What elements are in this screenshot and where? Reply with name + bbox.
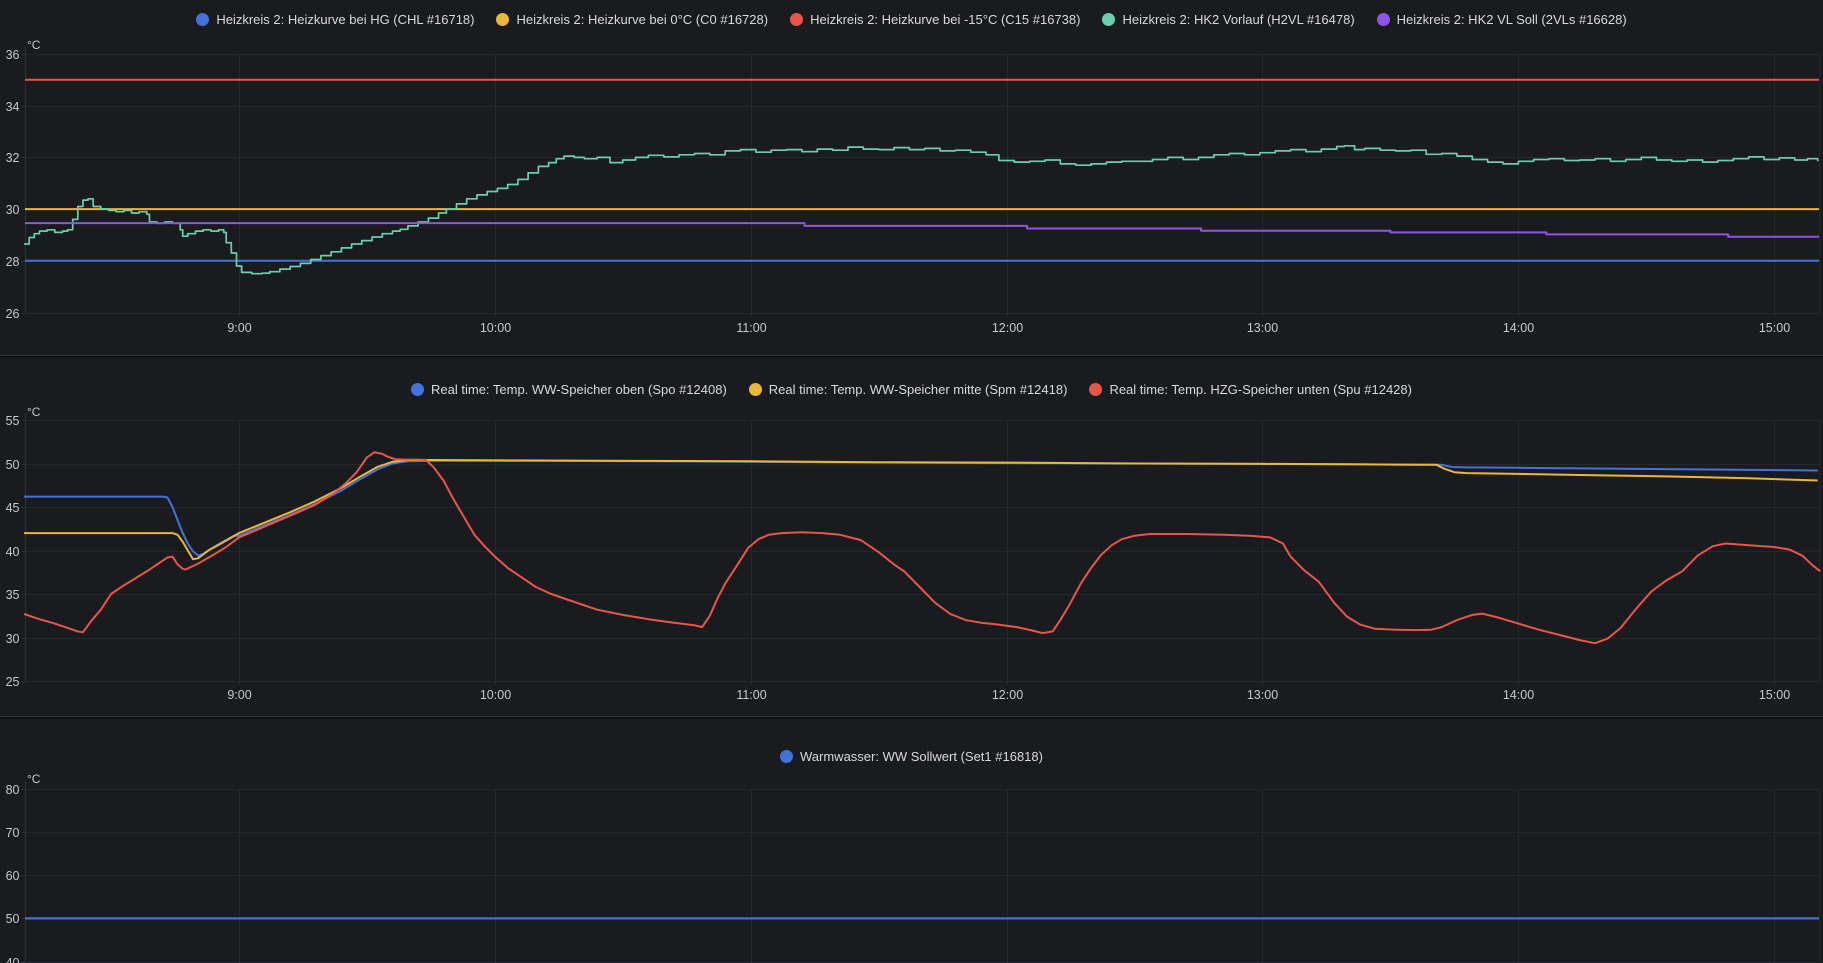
legend-label: Heizkreis 2: HK2 Vorlauf (H2VL #16478) <box>1122 12 1355 27</box>
series-line <box>25 222 1819 238</box>
legend-label: Real time: Temp. WW-Speicher mitte (Spm … <box>768 382 1068 397</box>
gridlines <box>21 413 1820 685</box>
legend-item[interactable]: Heizkreis 2: Heizkurve bei 0°C (C0 #1672… <box>496 12 768 27</box>
legend-item[interactable]: Heizkreis 2: Heizkurve bei -15°C (C15 #1… <box>790 12 1080 27</box>
legend-item[interactable]: Real time: Temp. WW-Speicher oben (Spo #… <box>411 382 727 397</box>
y-tick-label: 50 <box>6 458 20 472</box>
y-tick-label: 55 <box>6 414 20 428</box>
legend-color-dot <box>1376 13 1390 26</box>
x-tick-label: 11:00 <box>736 321 766 335</box>
y-tick-label: 40 <box>6 545 20 559</box>
x-tick-label: 14:00 <box>1503 688 1534 702</box>
chart-heizkreis-2[interactable]: 36 34 32 30 28 26 9:00 10:00 11:00 12:00 13:00 14:0… <box>0 0 1823 355</box>
y-tick-label: 28 <box>6 255 20 269</box>
gridlines <box>21 782 1820 963</box>
y-axis-unit: °C <box>27 38 41 52</box>
legend-item[interactable]: Warmwasser: WW Sollwert (Set1 #16818) <box>780 749 1043 764</box>
legend-color-dot <box>411 383 425 396</box>
legend-color-dot <box>196 13 210 26</box>
legend-color-dot <box>496 13 510 26</box>
panel-divider <box>0 355 1823 358</box>
legend-warmwasser-sollwert: Warmwasser: WW Sollwert (Set1 #16818) <box>0 749 1823 764</box>
legend-speicher-realtime: Real time: Temp. WW-Speicher oben (Spo #… <box>0 382 1823 397</box>
legend-color-dot <box>790 13 804 26</box>
legend-color-dot <box>780 750 793 763</box>
y-tick-label: 36 <box>6 48 20 62</box>
legend-label: Real time: Temp. WW-Speicher oben (Spo #… <box>431 382 727 397</box>
y-tick-label: 80 <box>6 783 20 797</box>
legend-label: Heizkreis 2: Heizkurve bei -15°C (C15 #1… <box>810 12 1081 27</box>
panel-divider <box>0 716 1823 719</box>
y-tick-label: 35 <box>6 588 20 602</box>
x-tick-label: 13:00 <box>1247 321 1278 335</box>
legend-color-dot <box>748 383 762 396</box>
legend-item[interactable]: Heizkreis 2: HK2 Vorlauf (H2VL #16478) <box>1102 12 1355 27</box>
legend-color-dot <box>1102 13 1116 26</box>
panel-warmwasser-sollwert: Warmwasser: WW Sollwert (Set1 #16818) 80… <box>0 719 1823 963</box>
x-tick-label: 11:00 <box>736 688 766 702</box>
y-tick-label: 30 <box>6 632 20 646</box>
series-line <box>24 144 1819 275</box>
x-tick-label: 9:00 <box>227 321 251 335</box>
axis-labels: 80 70 60 50 40 °C <box>6 772 41 963</box>
x-tick-label: 12:00 <box>992 688 1023 702</box>
x-tick-label: 13:00 <box>1247 688 1278 702</box>
x-tick-label: 15:00 <box>1759 321 1790 335</box>
series-line <box>24 459 1818 561</box>
legend-item[interactable]: Real time: Temp. WW-Speicher mitte (Spm … <box>748 382 1068 397</box>
legend-item[interactable]: Real time: Temp. HZG-Speicher unten (Spu… <box>1089 382 1412 397</box>
x-tick-label: 15:00 <box>1759 688 1790 702</box>
chart-speicher-realtime[interactable]: 55 50 45 40 35 30 25 9:00 10:00 11:00 12:00 13:00 14… <box>0 358 1823 716</box>
legend-label: Heizkreis 2: HK2 VL Soll (2VLs #16628) <box>1396 12 1627 27</box>
y-tick-label: 40 <box>6 956 20 963</box>
y-tick-label: 45 <box>6 501 20 515</box>
y-tick-label: 30 <box>6 203 20 217</box>
legend-label: Warmwasser: WW Sollwert (Set1 #16818) <box>800 749 1043 764</box>
y-tick-label: 26 <box>6 307 20 321</box>
x-tick-label: 9:00 <box>227 688 251 702</box>
x-tick-label: 10:00 <box>480 688 511 702</box>
gridlines <box>21 47 1820 316</box>
panel-heizkreis-2: Heizkreis 2: Heizkurve bei HG (CHL #1671… <box>0 0 1823 355</box>
y-axis-unit: °C <box>27 405 41 419</box>
legend-color-dot <box>1089 383 1103 396</box>
y-tick-label: 60 <box>6 869 20 883</box>
legend-item[interactable]: Heizkreis 2: HK2 VL Soll (2VLs #16628) <box>1376 12 1627 27</box>
series-group <box>23 451 1821 645</box>
legend-label: Heizkreis 2: Heizkurve bei HG (CHL #1671… <box>216 12 475 27</box>
legend-label: Real time: Temp. HZG-Speicher unten (Spu… <box>1109 382 1412 397</box>
legend-heizkreis-2: Heizkreis 2: Heizkurve bei HG (CHL #1671… <box>0 12 1823 27</box>
series-group <box>24 78 1819 275</box>
y-tick-label: 70 <box>6 826 20 840</box>
x-tick-label: 14:00 <box>1503 321 1534 335</box>
series-line <box>23 451 1821 645</box>
y-tick-label: 50 <box>6 912 20 926</box>
panel-speicher-realtime: Real time: Temp. WW-Speicher oben (Spo #… <box>0 358 1823 716</box>
legend-item[interactable]: Heizkreis 2: Heizkurve bei HG (CHL #1671… <box>196 12 474 27</box>
y-tick-label: 25 <box>6 675 20 689</box>
y-tick-label: 34 <box>6 100 20 114</box>
y-axis-unit: °C <box>27 772 41 786</box>
axis-labels: 36 34 32 30 28 26 9:00 10:00 11:00 12:00 13:00 14:0… <box>6 38 1791 335</box>
axis-labels: 55 50 45 40 35 30 25 9:00 10:00 11:00 12:00 13:00 14… <box>6 405 1791 702</box>
legend-label: Heizkreis 2: Heizkurve bei 0°C (C0 #1672… <box>516 12 769 27</box>
x-tick-label: 12:00 <box>992 321 1023 335</box>
y-tick-label: 32 <box>6 151 20 165</box>
x-tick-label: 10:00 <box>480 321 511 335</box>
